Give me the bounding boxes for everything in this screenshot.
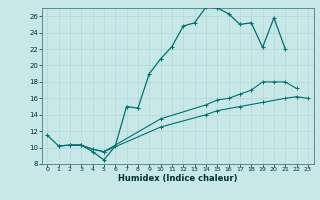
X-axis label: Humidex (Indice chaleur): Humidex (Indice chaleur): [118, 174, 237, 183]
